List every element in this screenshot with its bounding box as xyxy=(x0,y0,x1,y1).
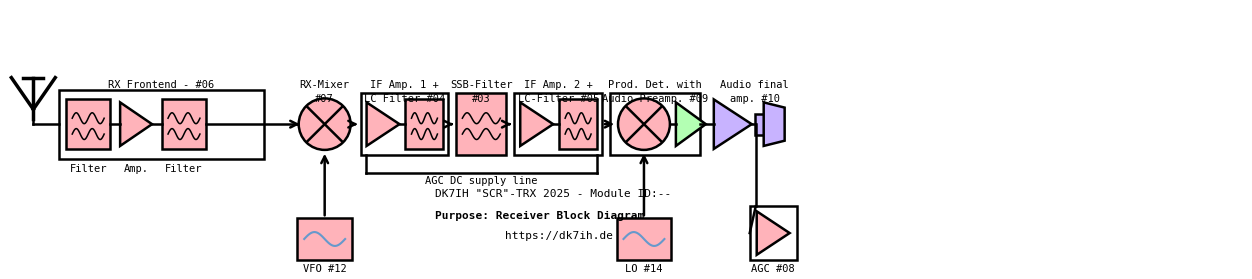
Bar xyxy=(59,90,264,159)
Polygon shape xyxy=(367,102,399,146)
Text: Amp.: Amp. xyxy=(124,164,149,174)
Bar xyxy=(750,206,796,260)
Polygon shape xyxy=(764,102,785,146)
Text: AGC #08: AGC #08 xyxy=(751,264,795,274)
Bar xyxy=(162,99,205,149)
Text: #03: #03 xyxy=(472,94,491,104)
Bar xyxy=(560,99,597,149)
Text: DK7IH "SCR"-TRX 2025 - Module ID:--: DK7IH "SCR"-TRX 2025 - Module ID:-- xyxy=(436,189,671,199)
Polygon shape xyxy=(120,102,151,146)
Text: Filter: Filter xyxy=(165,164,203,174)
Text: #07: #07 xyxy=(316,94,334,104)
Bar xyxy=(515,93,602,155)
Text: IF Amp. 1 +: IF Amp. 1 + xyxy=(371,80,439,90)
Text: amp. #10: amp. #10 xyxy=(730,94,780,104)
Text: Filter: Filter xyxy=(69,164,106,174)
Polygon shape xyxy=(756,211,790,255)
Text: AGC DC supply line: AGC DC supply line xyxy=(426,175,537,186)
Text: VFO #12: VFO #12 xyxy=(303,264,347,274)
Text: RX Frontend - #06: RX Frontend - #06 xyxy=(109,80,214,90)
Text: IF Amp. 2 +: IF Amp. 2 + xyxy=(523,80,592,90)
Polygon shape xyxy=(714,99,751,149)
Text: LC-Filter #05: LC-Filter #05 xyxy=(517,94,598,104)
Polygon shape xyxy=(521,102,553,146)
Text: LO #14: LO #14 xyxy=(625,264,662,274)
Bar xyxy=(457,93,506,155)
Text: Audio Preamp. #09: Audio Preamp. #09 xyxy=(602,94,709,104)
Text: SSB-Filter: SSB-Filter xyxy=(449,80,512,90)
Circle shape xyxy=(299,98,351,150)
Polygon shape xyxy=(676,102,706,146)
Text: https://dk7ih.de: https://dk7ih.de xyxy=(506,231,613,241)
Text: Purpose: Receiver Block Diagram: Purpose: Receiver Block Diagram xyxy=(436,211,645,221)
Bar xyxy=(297,218,352,260)
Bar xyxy=(361,93,448,155)
Bar xyxy=(616,218,671,260)
Bar xyxy=(610,93,700,155)
Bar xyxy=(406,99,443,149)
Bar xyxy=(755,114,764,134)
Circle shape xyxy=(618,98,670,150)
Text: RX-Mixer: RX-Mixer xyxy=(299,80,349,90)
Bar xyxy=(66,99,110,149)
Text: Prod. Det. with: Prod. Det. with xyxy=(608,80,702,90)
Text: LC Filter #04: LC Filter #04 xyxy=(364,94,446,104)
Text: Audio final: Audio final xyxy=(720,80,789,90)
